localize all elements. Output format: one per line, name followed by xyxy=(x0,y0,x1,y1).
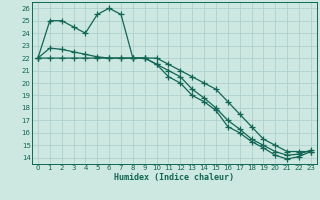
X-axis label: Humidex (Indice chaleur): Humidex (Indice chaleur) xyxy=(115,173,234,182)
